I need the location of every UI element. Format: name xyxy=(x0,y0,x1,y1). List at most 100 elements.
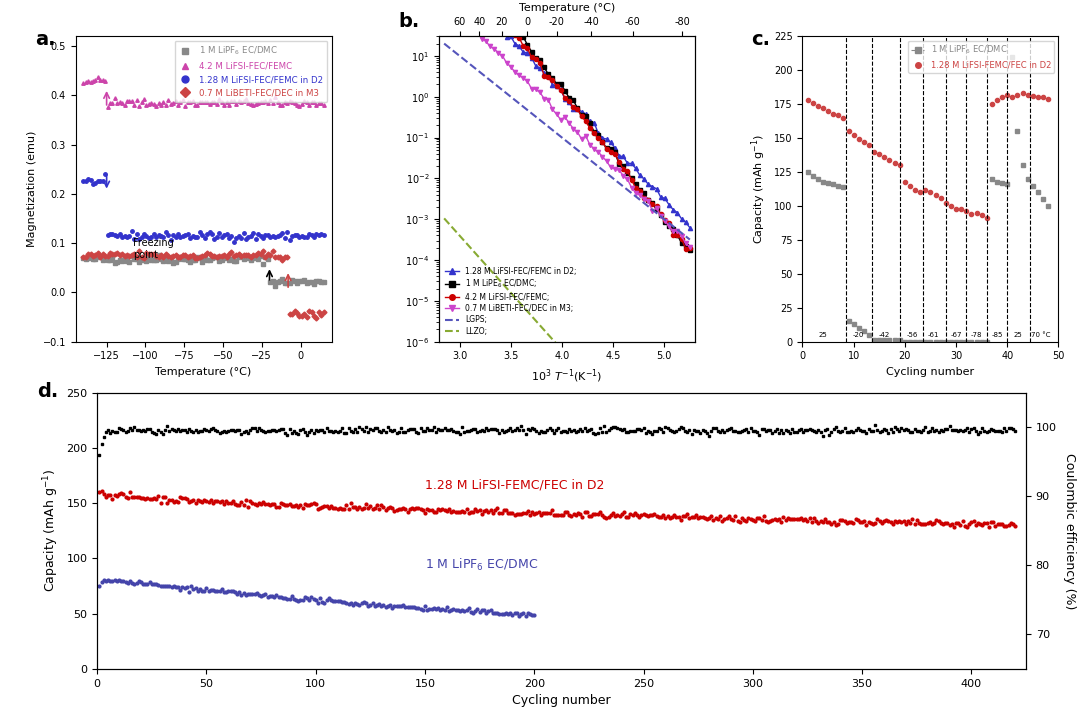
X-axis label: Temperature (°C): Temperature (°C) xyxy=(518,3,616,13)
0.7 M LiBETI-FEC/DEC in M3 xyxy=(437,23,450,32)
1.28 M LiFSI-FEC/FEMC in D2 xyxy=(480,23,492,32)
1 M LiPF$_6$ EC/DMC xyxy=(318,278,330,286)
4.2 M LiFSI-FEC/FEMC xyxy=(480,23,492,32)
1 M LiPF$_6$ EC/DMC xyxy=(222,255,235,264)
Text: d.: d. xyxy=(37,382,58,401)
Text: c.: c. xyxy=(752,31,770,49)
0.7 M LiBETI-FEC/DEC in M3 xyxy=(220,253,233,262)
4.2 M LiFSI-FEC/FEMC xyxy=(127,100,140,109)
4.2 M LiFSI-FEC/FEMC xyxy=(521,44,534,52)
LGPS xyxy=(485,77,498,86)
Y-axis label: Magnetization (emu): Magnetization (emu) xyxy=(27,131,37,247)
Line: 1.28 M LiFSI-FEC/FEMC in D2: 1.28 M LiFSI-FEC/FEMC in D2 xyxy=(82,172,325,244)
X-axis label: Cycling number: Cycling number xyxy=(512,694,611,707)
1 M LiPF$_6$ EC/DMC xyxy=(302,278,315,286)
Line: 4.2 M LiFSI-FEC/FEMC: 4.2 M LiFSI-FEC/FEMC xyxy=(442,25,692,251)
Line: 1.28 M LiFSI-FEC/FEMC in D2: 1.28 M LiFSI-FEC/FEMC in D2 xyxy=(442,25,692,230)
1 M LiPF$_6$ EC/DMC xyxy=(133,257,146,266)
LLZO xyxy=(684,489,697,497)
1.28 M LiFSI-FEC/FEMC in D2 xyxy=(592,129,605,137)
Line: LLZO: LLZO xyxy=(444,218,690,493)
Line: 0.7 M LiBETI-FEC/DEC in M3: 0.7 M LiBETI-FEC/DEC in M3 xyxy=(442,25,692,249)
4.2 M LiFSI-FEC/FEMC xyxy=(102,103,114,111)
Text: 25: 25 xyxy=(1013,332,1022,337)
Text: -61: -61 xyxy=(928,332,939,337)
Line: 4.2 M LiFSI-FEC/FEMC: 4.2 M LiFSI-FEC/FEMC xyxy=(82,75,325,108)
0.7 M LiBETI-FEC/DEC in M3 xyxy=(500,59,513,68)
0.7 M LiBETI-FEC/DEC in M3 xyxy=(684,243,697,252)
LLZO xyxy=(485,267,498,276)
Text: -85: -85 xyxy=(991,332,1002,337)
4.2 M LiFSI-FEC/FEMC xyxy=(592,134,605,142)
Legend: 1 M LiPF$_6$ EC/DMC, 1.28 M LiFSI-FEMC/FEC in D2: 1 M LiPF$_6$ EC/DMC, 1.28 M LiFSI-FEMC/F… xyxy=(908,41,1054,73)
1 M LiPE$_6$ EC/DMC xyxy=(437,23,450,32)
LGPS xyxy=(437,39,450,48)
Text: -56: -56 xyxy=(907,332,918,337)
1.28 M LiFSI-FEC/FEMC in D2 xyxy=(500,33,513,41)
0.7 M LiBETI-FEC/DEC in M3 xyxy=(310,313,323,322)
4.2 M LiFSI-FEC/FEMC xyxy=(684,244,697,253)
0.7 M LiBETI-FEC/DEC in M3 xyxy=(201,248,214,257)
Text: -78: -78 xyxy=(971,332,982,337)
LLZO xyxy=(437,214,450,222)
0.7 M LiBETI-FEC/DEC in M3 xyxy=(300,313,313,321)
4.2 M LiFSI-FEC/FEMC xyxy=(205,98,218,107)
4.2 M LiFSI-FEC/FEMC xyxy=(437,23,450,32)
4.2 M LiFSI-FEC/FEMC xyxy=(310,100,323,109)
1 M LiPF$_6$ EC/DMC xyxy=(310,277,323,286)
Line: 1 M LiPE$_6$ EC/DMC: 1 M LiPE$_6$ EC/DMC xyxy=(442,25,692,252)
Line: LGPS: LGPS xyxy=(444,44,690,240)
4.2 M LiFSI-FEC/FEMC xyxy=(77,79,90,88)
1.28 M LiFSI-FEC/FEMC in D2 xyxy=(437,23,450,32)
LLZO xyxy=(663,466,676,475)
4.2 M LiFSI-FEC/FEMC xyxy=(137,95,150,103)
Text: 1.28 M LiFSI-FEMC/FEC in D2: 1.28 M LiFSI-FEMC/FEC in D2 xyxy=(426,478,605,491)
0.7 M LiBETI-FEC/DEC in M3 xyxy=(133,247,146,256)
1 M LiPE$_6$ EC/DMC xyxy=(592,131,605,140)
1.28 M LiFSI-FEC/FEMC in D2 xyxy=(517,48,530,57)
1 M LiPE$_6$ EC/DMC xyxy=(500,23,513,32)
0.7 M LiBETI-FEC/DEC in M3 xyxy=(521,77,534,86)
1 M LiPF$_6$ EC/DMC xyxy=(77,254,90,262)
1 M LiPE$_6$ EC/DMC xyxy=(517,33,530,41)
Text: 25: 25 xyxy=(819,332,827,337)
1 M LiPF$_6$ EC/DMC xyxy=(123,257,136,266)
Text: b.: b. xyxy=(399,12,419,31)
Text: -20: -20 xyxy=(853,332,864,337)
LGPS xyxy=(584,156,597,165)
0.7 M LiBETI-FEC/DEC in M3 xyxy=(123,252,136,260)
Text: Freezing
point: Freezing point xyxy=(133,238,174,260)
1.28 M LiFSI-FEC/FEMC in D2 xyxy=(310,230,323,238)
1.28 M LiFSI-FEC/FEMC in D2 xyxy=(228,238,241,246)
1.28 M LiFSI-FEC/FEMC in D2 xyxy=(203,228,216,236)
1 M LiPF$_6$ EC/DMC xyxy=(269,281,282,290)
Text: -42: -42 xyxy=(879,332,890,337)
1.28 M LiFSI-FEC/FEMC in D2 xyxy=(77,177,90,185)
4.2 M LiFSI-FEC/FEMC xyxy=(302,101,315,110)
1.28 M LiFSI-FEC/FEMC in D2 xyxy=(125,227,138,236)
Text: 1 M LiPF$_6$ EC/DMC: 1 M LiPF$_6$ EC/DMC xyxy=(426,558,538,574)
Y-axis label: Coulombic efficiency (%): Coulombic efficiency (%) xyxy=(1063,452,1076,609)
1.28 M LiFSI-FEC/FEMC in D2 xyxy=(222,233,235,242)
Y-axis label: Capacity (mAh g$^{-1}$): Capacity (mAh g$^{-1}$) xyxy=(750,134,769,244)
LLZO xyxy=(671,475,684,483)
Text: 70 °C: 70 °C xyxy=(1030,332,1050,337)
1.28 M LiFSI-FEC/FEMC in D2 xyxy=(135,233,148,241)
1 M LiPE$_6$ EC/DMC xyxy=(521,41,534,49)
1 M LiPE$_6$ EC/DMC xyxy=(480,23,492,32)
1.28 M LiFSI-FEC/FEMC in D2 xyxy=(318,230,330,239)
Text: a.: a. xyxy=(35,31,55,49)
0.7 M LiBETI-FEC/DEC in M3 xyxy=(509,68,522,76)
0.7 M LiBETI-FEC/DEC in M3 xyxy=(517,73,530,82)
LGPS xyxy=(495,85,508,94)
LLZO xyxy=(564,356,577,364)
LGPS xyxy=(663,220,676,228)
4.2 M LiFSI-FEC/FEMC xyxy=(318,101,330,110)
LLZO xyxy=(495,278,508,286)
0.7 M LiBETI-FEC/DEC in M3 xyxy=(318,308,330,316)
LLZO xyxy=(584,377,597,386)
0.7 M LiBETI-FEC/DEC in M3 xyxy=(267,247,280,256)
LGPS xyxy=(671,225,684,234)
1.28 M LiFSI-FEC/FEMC in D2 xyxy=(521,48,534,57)
4.2 M LiFSI-FEC/FEMC xyxy=(517,41,530,50)
